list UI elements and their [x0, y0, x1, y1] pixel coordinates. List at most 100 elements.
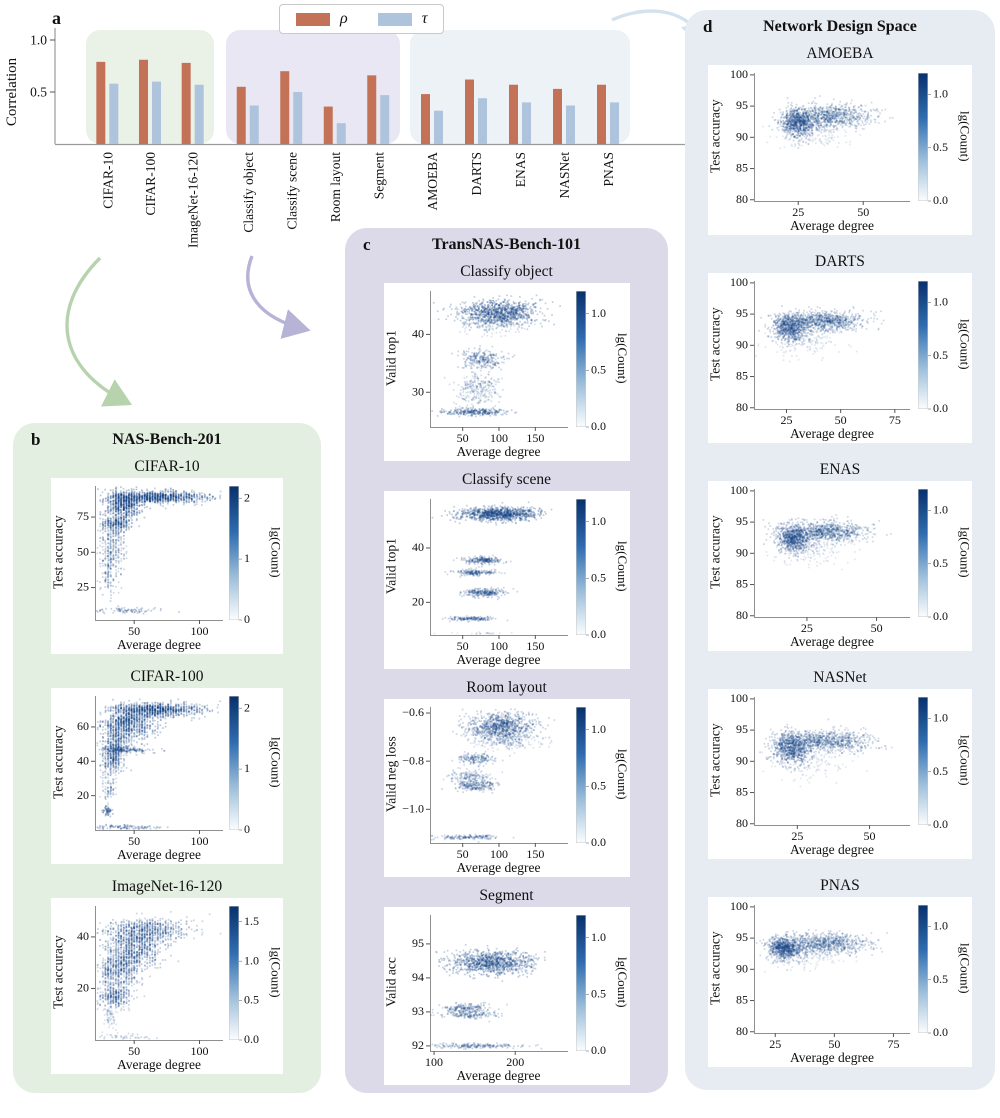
subplot-title: NASNet [813, 669, 867, 686]
y-axis-label: Valid top1 [383, 538, 398, 594]
panel-c-header: c TransNAS-Bench-101 [345, 235, 668, 261]
subplot-title: ENAS [819, 461, 861, 478]
colorbar-label: lg(Count) [957, 318, 973, 370]
density-plot-canvas [708, 689, 972, 859]
density-plot-canvas [383, 699, 630, 877]
bar-rho-8 [465, 79, 474, 144]
bar-rho-3 [236, 86, 246, 144]
subplot-title: Room layout [466, 679, 547, 696]
y-axis-label: Valid acc [383, 957, 398, 1007]
density-plot-card: Test accuracy Average degree lg(Count) [707, 897, 973, 1067]
plot-block-pnas: PNAS Test accuracy Average degree lg(Count) [685, 875, 995, 1067]
colorbar-label: lg(Count) [957, 110, 973, 162]
x-axis-label: Average degree [789, 634, 875, 649]
panel-letter-c: c [363, 235, 371, 254]
bar-rho-10 [553, 88, 562, 144]
subplot-title: Classify scene [461, 471, 552, 488]
density-plot-canvas [51, 688, 283, 864]
colorbar-label: lg(Count) [268, 736, 284, 788]
bar-rho-11 [597, 84, 606, 144]
bar-tau-11 [610, 102, 619, 144]
x-category-label: Segment [371, 152, 386, 199]
bar-tau-7 [434, 110, 443, 144]
colorbar-label: lg(Count) [615, 748, 630, 800]
density-plot-canvas [708, 481, 972, 651]
legend-item-rho: ρ [296, 10, 348, 28]
panel-letter-d: d [703, 17, 713, 36]
bar-tau-0 [109, 83, 119, 144]
x-axis-label: Average degree [789, 218, 875, 233]
subplot-title: AMOEBA [806, 45, 874, 62]
density-plot-canvas [383, 907, 630, 1085]
plot-block-cifar-10: CIFAR-10 Test accuracy Average degree lg(Co… [13, 456, 321, 654]
subplot-title: Segment [479, 887, 534, 904]
density-plot-canvas [708, 65, 972, 235]
x-category-label: ENAS [513, 152, 528, 187]
density-plot-card: Valid neg loss Average degree lg(Count) [383, 699, 630, 877]
x-axis-label: Average degree [116, 1057, 202, 1072]
plots-container-b: CIFAR-10 Test accuracy Average degree lg(Co… [13, 456, 321, 1074]
density-plot-card: Test accuracy Average degree lg(Count) [707, 481, 973, 651]
colorbar-label: lg(Count) [615, 332, 630, 384]
x-axis-label: Average degree [456, 1068, 541, 1083]
x-category-label: CIFAR-100 [143, 152, 158, 216]
group-shading [226, 30, 400, 144]
density-plot-canvas [708, 273, 972, 443]
x-axis-label: Average degree [456, 860, 541, 875]
bar-rho-4 [280, 71, 290, 144]
y-tick-label: 0.5 [30, 85, 47, 100]
density-plot-canvas [708, 897, 972, 1067]
plot-block-classify-object: Classify object Valid top1 Average degree l… [345, 261, 668, 461]
bar-rho-7 [421, 94, 430, 144]
legend-label-tau: τ [421, 10, 428, 27]
density-plot-card: Valid acc Average degree lg(Count) [383, 907, 630, 1085]
density-plot-card: Test accuracy Average degree lg(Count) [707, 689, 973, 859]
density-plot-card: Test accuracy Average degree lg(Count) [50, 898, 284, 1074]
density-plot-canvas [51, 478, 283, 654]
panel-d-header: d Network Design Space [685, 17, 995, 43]
y-axis-label: Test accuracy [707, 99, 723, 173]
y-axis-label: Test accuracy [707, 931, 723, 1005]
bar-tau-6 [380, 95, 390, 144]
x-axis-label: Average degree [789, 842, 875, 857]
colorbar-label: lg(Count) [615, 540, 630, 592]
y-axis-label: Test accuracy [707, 515, 723, 589]
x-axis-label: Average degree [456, 444, 541, 459]
plot-block-room-layout: Room layout Valid neg loss Average degree l… [345, 677, 668, 877]
plots-container-d: AMOEBA Test accuracy Average degree lg(Coun… [685, 43, 995, 1067]
bar-rho-6 [367, 75, 377, 144]
panel-letter-b: b [31, 430, 41, 449]
colorbar-label: lg(Count) [957, 942, 973, 994]
plot-block-segment: Segment Valid acc Average degree lg(Count) [345, 885, 668, 1085]
y-tick-label: 1.0 [30, 33, 47, 48]
density-plot-canvas [383, 283, 630, 461]
legend-swatch-rho [296, 12, 330, 26]
bar-tau-2 [194, 84, 204, 144]
bar-chart-legend: ρ τ [279, 4, 445, 34]
density-plot-card: Valid top1 Average degree lg(Count) [383, 491, 630, 669]
x-category-label: Room layout [328, 152, 343, 222]
colorbar-label: lg(Count) [957, 526, 973, 578]
x-axis-label: Average degree [789, 426, 875, 441]
plot-block-imagenet-16-120: ImageNet-16-120 Test accuracy Average degr… [13, 876, 321, 1074]
x-axis-label: Average degree [116, 847, 202, 862]
colorbar-label: lg(Count) [615, 956, 630, 1008]
colorbar-label: lg(Count) [268, 946, 284, 998]
density-plot-card: Test accuracy Average degree lg(Count) [707, 273, 973, 443]
correlation-bar-chart: 0.5 1.0 Correlation CIFAR-10 CIFAR-100 ImageN… [4, 28, 695, 248]
plot-block-cifar-100: CIFAR-100 Test accuracy Average degree lg(C… [13, 666, 321, 864]
density-plot-canvas [383, 491, 630, 669]
plot-block-nasnet: NASNet Test accuracy Average degree lg(Coun… [685, 667, 995, 859]
legend-item-tau: τ [377, 10, 428, 28]
colorbar-label: lg(Count) [268, 526, 284, 578]
y-axis-label: Test accuracy [707, 307, 723, 381]
y-axis-label: Test accuracy [50, 935, 66, 1009]
y-axis-label: Test accuracy [707, 723, 723, 797]
bar-rho-1 [139, 59, 148, 145]
panel-network-design-space: d Network Design Space AMOEBA Test accura… [685, 10, 995, 1090]
subplot-title: Classify object [460, 263, 553, 280]
panel-c-title: TransNAS-Bench-101 [431, 236, 582, 253]
bar-tau-10 [566, 105, 575, 144]
legend-swatch-tau [377, 12, 412, 26]
colorbar-label: lg(Count) [957, 734, 973, 786]
